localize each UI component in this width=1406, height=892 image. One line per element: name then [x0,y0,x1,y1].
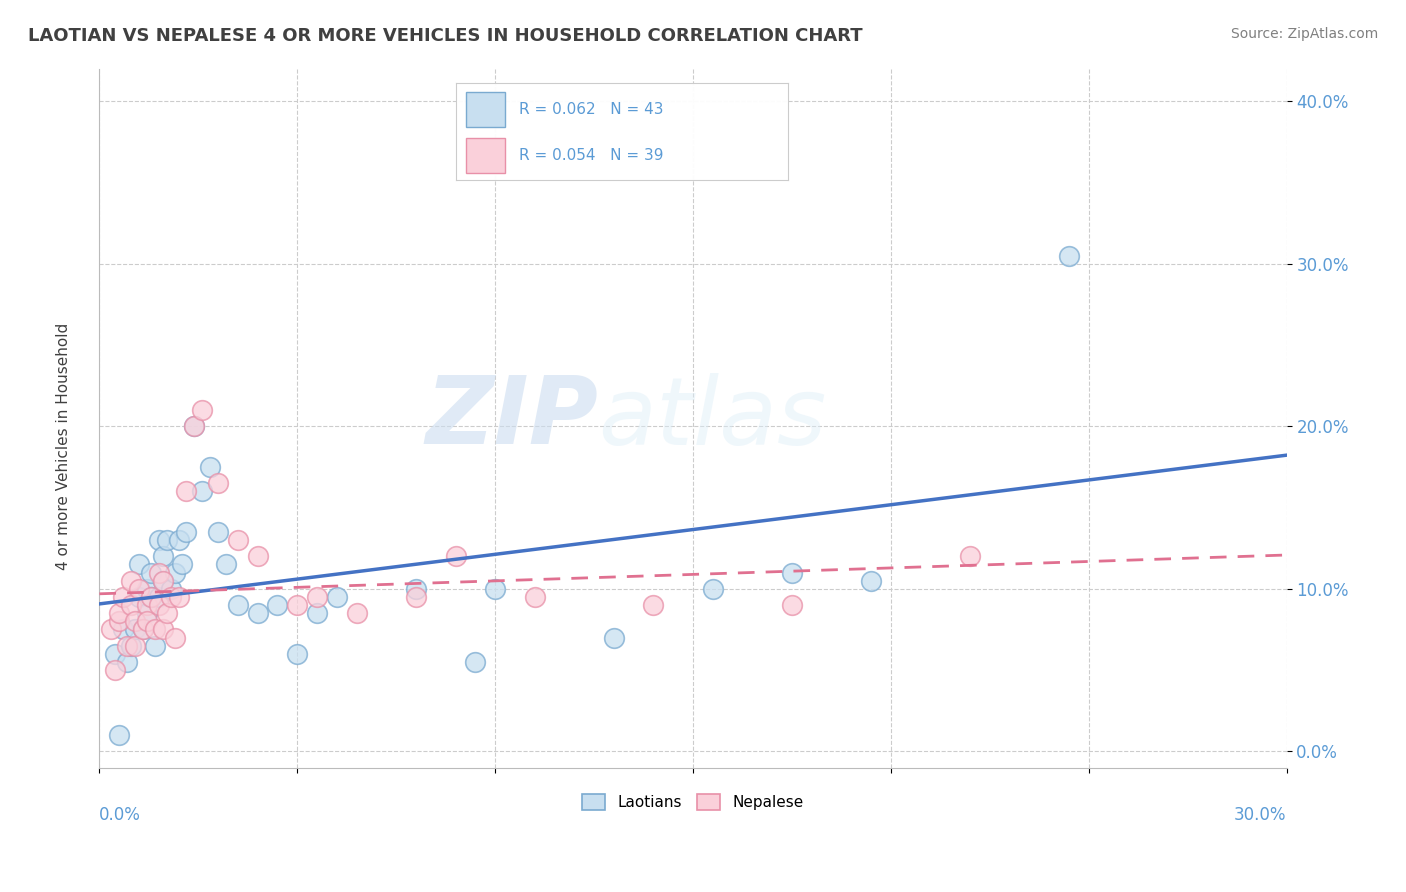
Point [176,484,198,499]
Point [148,566,170,580]
Point [405,590,427,604]
Point [159,582,181,596]
Point [163,566,186,580]
Point [226,598,249,612]
Point [163,631,186,645]
Point [104,663,127,677]
Text: ZIP: ZIP [425,372,598,464]
Point [139,590,162,604]
Point [484,582,506,596]
Point [120,639,142,653]
Point [183,419,205,434]
Point [780,566,803,580]
Text: 4 or more Vehicles in Household: 4 or more Vehicles in Household [56,322,70,570]
Point [1057,248,1080,262]
Point [326,590,349,604]
Point [143,639,166,653]
Point [523,590,546,604]
Point [860,574,883,588]
Point [285,598,308,612]
Point [115,639,138,653]
Point [156,606,179,620]
Point [172,558,194,572]
Point [152,574,174,588]
Point [702,582,724,596]
Point [603,631,626,645]
Point [159,590,181,604]
Point [152,549,174,564]
Point [128,590,150,604]
Point [148,590,170,604]
Point [139,590,162,604]
Point [108,615,131,629]
Point [285,647,308,661]
Point [132,623,155,637]
Point [183,419,205,434]
Point [226,533,249,547]
Point [148,598,170,612]
Point [305,590,328,604]
Point [115,655,138,669]
Point [148,533,170,547]
Point [112,590,135,604]
Point [143,623,166,637]
Point [112,623,135,637]
Point [132,623,155,637]
Point [444,549,467,564]
Legend: Laotians, Nepalese: Laotians, Nepalese [576,788,810,816]
Point [152,574,174,588]
Point [128,558,150,572]
Point [100,623,122,637]
Point [643,598,665,612]
Point [464,655,486,669]
Point [405,582,427,596]
Point [305,606,328,620]
Point [167,590,190,604]
Point [135,598,157,612]
Point [128,582,150,596]
Point [780,598,803,612]
Point [135,615,157,629]
Point [124,639,146,653]
Point [176,524,198,539]
Point [346,606,368,620]
Point [135,606,157,620]
Point [152,623,174,637]
Point [246,606,269,620]
Text: 0.0%: 0.0% [100,806,141,824]
Point [215,558,238,572]
Point [124,615,146,629]
Point [120,598,142,612]
Point [207,476,229,491]
Point [139,566,162,580]
Point [198,459,221,474]
Point [124,623,146,637]
Point [108,606,131,620]
Point [246,549,269,564]
Text: LAOTIAN VS NEPALESE 4 OR MORE VEHICLES IN HOUSEHOLD CORRELATION CHART: LAOTIAN VS NEPALESE 4 OR MORE VEHICLES I… [28,27,863,45]
Point [156,533,179,547]
Point [959,549,981,564]
Point [167,533,190,547]
Point [207,524,229,539]
Text: 30.0%: 30.0% [1234,806,1286,824]
Text: Source: ZipAtlas.com: Source: ZipAtlas.com [1230,27,1378,41]
Point [104,647,127,661]
Point [191,403,214,417]
Point [120,574,142,588]
Point [135,582,157,596]
Point [266,598,288,612]
Point [191,484,214,499]
Text: atlas: atlas [598,373,827,464]
Point [108,728,131,742]
